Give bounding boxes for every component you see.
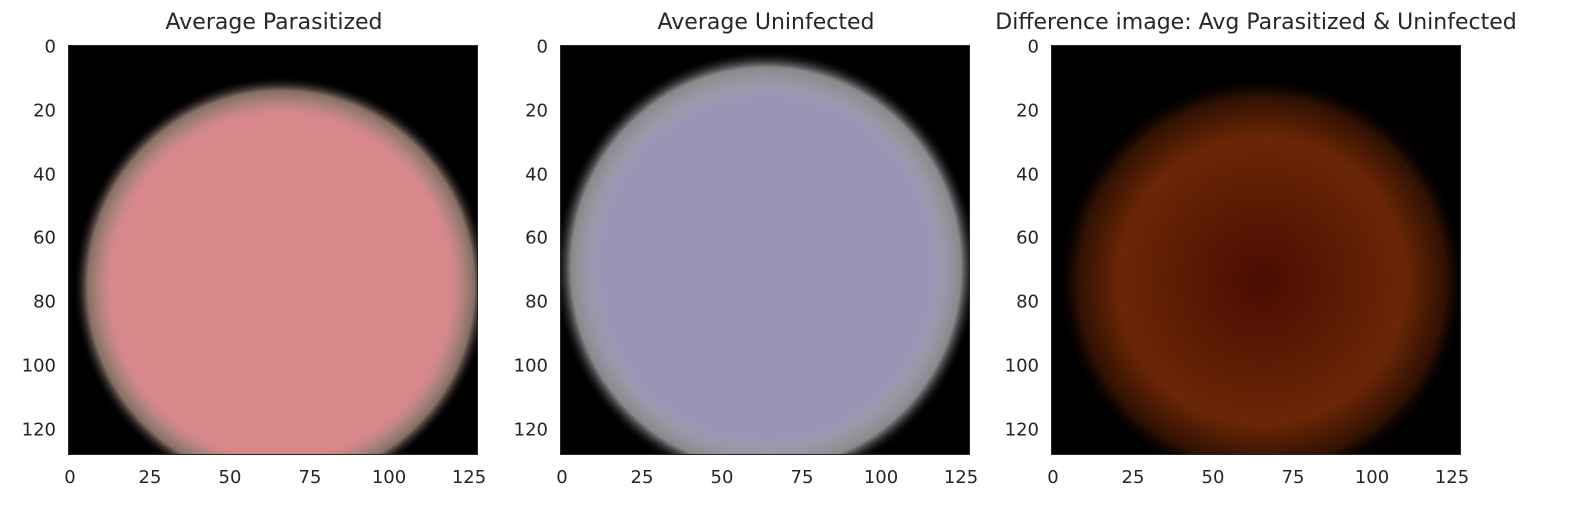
- y-tick: 80: [1016, 291, 1039, 313]
- x-tick: 100: [1354, 467, 1390, 488]
- image-difference: [1051, 45, 1461, 455]
- y-tick: 60: [525, 227, 548, 249]
- y-tick: 20: [1016, 100, 1039, 122]
- x-tick: 125: [943, 467, 979, 488]
- y-tick: 80: [525, 291, 548, 313]
- x-tick: 50: [1201, 467, 1225, 488]
- x-tick: 125: [451, 467, 487, 488]
- y-tick: 0: [536, 36, 548, 58]
- panel-average-parasitized: Average Parasitized 0 20 40 60 80 100 12…: [0, 0, 487, 506]
- x-tick: 50: [710, 467, 734, 488]
- y-tick: 40: [1016, 164, 1039, 186]
- y-tick: 20: [525, 100, 548, 122]
- panel-title: Average Parasitized: [165, 10, 383, 35]
- panel-difference-image: Difference image: Avg Parasitized & Unin…: [983, 0, 1516, 506]
- y-tick: 100: [513, 355, 548, 377]
- cell-image: [1052, 46, 1460, 454]
- y-tick: 120: [513, 419, 548, 441]
- y-tick: 0: [44, 36, 56, 58]
- y-tick: 100: [21, 355, 56, 377]
- y-tick: 20: [33, 100, 56, 122]
- x-tick: 0: [64, 467, 76, 488]
- y-tick: 60: [33, 227, 56, 249]
- y-tick: 120: [21, 419, 56, 441]
- x-tick: 25: [138, 467, 162, 488]
- y-tick: 100: [1004, 355, 1039, 377]
- x-tick: 100: [371, 467, 407, 488]
- cell-image: [69, 46, 477, 454]
- x-tick: 125: [1434, 467, 1470, 488]
- image-average-parasitized: [68, 45, 478, 455]
- image-average-uninfected: [560, 45, 970, 455]
- panel-title: Difference image: Avg Parasitized & Unin…: [995, 10, 1517, 35]
- y-tick: 80: [33, 291, 56, 313]
- y-tick: 0: [1027, 36, 1039, 58]
- x-tick: 25: [1121, 467, 1145, 488]
- x-tick: 0: [556, 467, 568, 488]
- cell-image: [561, 46, 969, 454]
- panel-average-uninfected: Average Uninfected 0 20 40 60 80 100 120…: [492, 0, 979, 506]
- x-tick: 50: [218, 467, 242, 488]
- x-tick: 25: [630, 467, 654, 488]
- x-tick: 0: [1047, 467, 1059, 488]
- y-tick: 40: [33, 164, 56, 186]
- x-tick: 75: [1281, 467, 1305, 488]
- x-tick: 75: [298, 467, 322, 488]
- x-tick: 100: [863, 467, 899, 488]
- y-tick: 120: [1004, 419, 1039, 441]
- panel-title: Average Uninfected: [657, 10, 875, 35]
- x-tick: 75: [790, 467, 814, 488]
- y-tick: 40: [525, 164, 548, 186]
- y-tick: 60: [1016, 227, 1039, 249]
